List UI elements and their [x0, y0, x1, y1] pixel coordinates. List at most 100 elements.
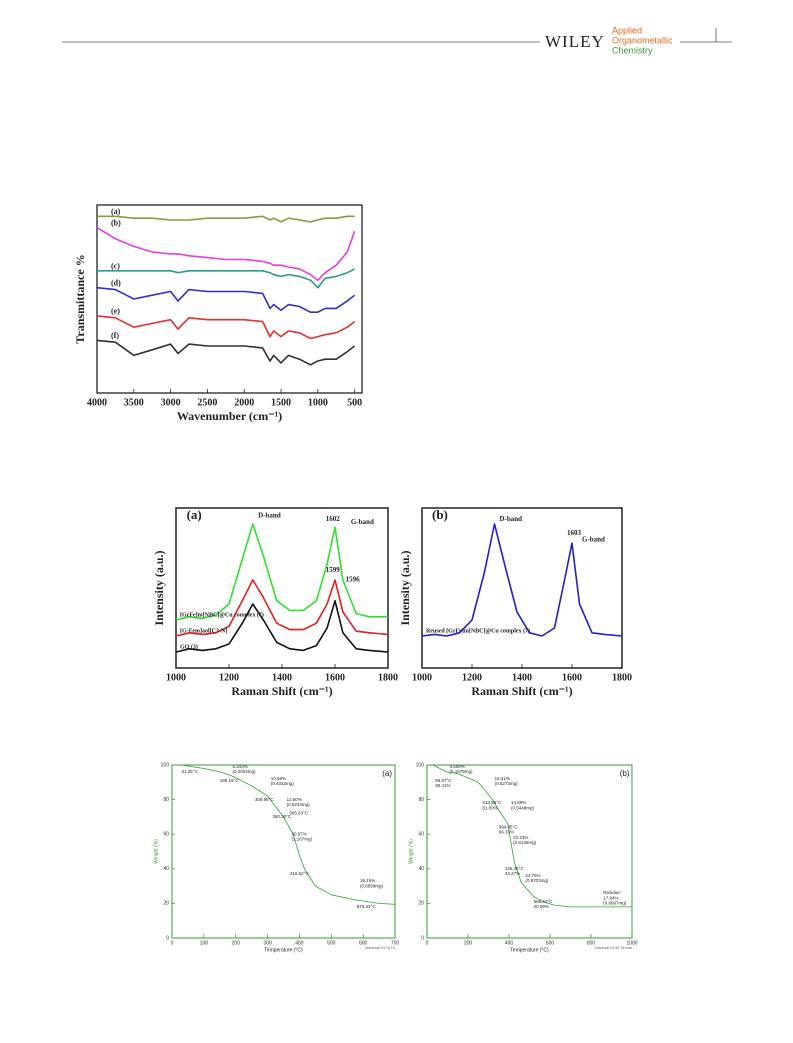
annotation: 1603: [567, 529, 582, 537]
annotation: 313.59°C: [482, 800, 502, 805]
annotation: 566.63°C: [534, 899, 554, 904]
annotation: 66.33%: [499, 830, 514, 835]
annotation: 394.45°C: [499, 824, 519, 829]
series-label: (c): [111, 262, 120, 271]
x-tick-label: 1600: [562, 672, 582, 683]
x-tick-label: 800: [587, 940, 596, 946]
annotation: 95.87°C: [435, 778, 452, 783]
annotation: 1602: [326, 515, 341, 523]
annotation: 23.76%: [525, 873, 540, 878]
series-line: [421, 523, 623, 637]
x-axis-label: Raman Shift (cm⁻¹): [231, 684, 332, 698]
annotation: 30.97%: [291, 831, 306, 836]
x-tick-label: 1000: [308, 397, 328, 408]
annotation: 185.16°C: [220, 778, 240, 783]
series-label: (a): [111, 207, 121, 216]
y-tick-label: 80: [163, 797, 169, 803]
annotation: 16.15%: [360, 878, 375, 883]
annotation: 81.00%: [482, 805, 497, 810]
annotation: (a): [187, 507, 202, 522]
x-tick-label: 1800: [378, 672, 398, 683]
annotation: G-band: [582, 536, 605, 544]
x-tick-label: 400: [505, 940, 514, 946]
annotation: D-band: [500, 515, 523, 523]
x-tick-label: 1000: [626, 940, 637, 946]
plot-frame: [171, 764, 396, 939]
annotation: 95.41%: [435, 783, 450, 788]
series-label: GO (3): [180, 643, 198, 650]
x-tick-label: 100: [200, 940, 209, 946]
y-axis-label: Intensity (a.u.): [398, 550, 412, 625]
annotation: (0.5273mg): [495, 781, 519, 786]
annotation: (b): [432, 507, 448, 522]
y-tick-label: 60: [163, 832, 169, 838]
series-line: [96, 226, 356, 281]
x-tick-label: 400: [295, 940, 304, 946]
annotation: Residue:: [603, 890, 621, 895]
annotation: 31.25°C: [182, 769, 199, 774]
y-tick-label: 20: [163, 901, 169, 907]
plot-frame: [421, 507, 623, 669]
annotation: (0.2004mg): [233, 769, 257, 774]
x-axis-label: Raman Shift (cm⁻¹): [471, 684, 572, 698]
x-tick-label: 2000: [234, 397, 254, 408]
x-tick-label: 1400: [272, 672, 292, 683]
annotation: (0.8136mg): [513, 840, 537, 845]
series-line: [97, 268, 355, 289]
annotation: (0.1679mg): [450, 769, 474, 774]
y-axis-label: Weight (%): [153, 839, 159, 864]
annotation: 14.69%: [511, 800, 526, 805]
x-tick-label: 600: [546, 940, 555, 946]
series-label: [G-Fem]aol[C3-N]: [180, 628, 227, 634]
annotation: (0.5448mg): [511, 805, 535, 810]
x-tick-label: 700: [391, 940, 400, 946]
y-axis-label: Weight (%): [408, 839, 414, 864]
y-tick-label: 0: [421, 935, 424, 941]
x-tick-label: 1500: [271, 397, 291, 408]
annotation: D-band: [258, 512, 281, 520]
y-axis-label: Transmittance %: [73, 254, 87, 343]
annotation: G-band: [351, 518, 374, 526]
series-label: (f): [111, 331, 119, 340]
x-tick-label: 1800: [612, 672, 632, 683]
annotation: 5.343%: [233, 764, 248, 769]
x-tick-label: 600: [359, 940, 368, 946]
x-tick-label: 1400: [512, 672, 532, 683]
annotation: 360.30°C: [272, 814, 292, 819]
y-tick-label: 100: [416, 762, 425, 768]
x-tick-label: 3500: [124, 397, 144, 408]
series-line: [181, 764, 396, 905]
series-label: [GrFe]m[NBC]@Cu complex (7): [180, 611, 264, 618]
series-line: [97, 215, 355, 223]
x-axis-label: Wavenumber (cm⁻¹): [177, 409, 282, 423]
annotation: 17.94%: [603, 895, 618, 900]
x-tick-label: 500: [347, 397, 362, 408]
x-tick-label: 0: [426, 940, 429, 946]
y-tick-label: 80: [418, 797, 424, 803]
annotation: 15.31%: [495, 776, 510, 781]
annotation: 416.62°C: [290, 871, 310, 876]
journal-line: Applied: [612, 25, 642, 35]
annotation: 20.59%: [534, 904, 549, 909]
x-tick-label: 1000: [166, 672, 186, 683]
x-tick-label: 200: [464, 940, 473, 946]
x-tick-label: 1200: [462, 672, 482, 683]
x-axis-label: Temperature (°C): [264, 947, 303, 953]
x-tick-label: 200: [232, 940, 241, 946]
x-tick-label: 4000: [87, 397, 107, 408]
annotation: 426.45°C: [505, 866, 525, 871]
series-line: [96, 286, 356, 313]
series-label: Reused [GrFe]m[NBC]@Cu complex (7): [426, 627, 530, 634]
y-axis-label: Intensity (a.u.): [152, 550, 166, 625]
annotation: (0.8703mg): [525, 878, 549, 883]
footnote: Universal V4.7A TA: [365, 946, 396, 950]
x-tick-label: 1200: [219, 672, 239, 683]
series-line: [175, 523, 388, 621]
x-axis-label: Temperature (°C): [510, 947, 549, 953]
y-tick-label: 20: [418, 901, 424, 907]
y-tick-label: 40: [163, 866, 169, 872]
series-label: (d): [111, 279, 121, 288]
annotation: 44.27%: [505, 871, 520, 876]
annotation: (0.6687mg): [603, 901, 627, 906]
